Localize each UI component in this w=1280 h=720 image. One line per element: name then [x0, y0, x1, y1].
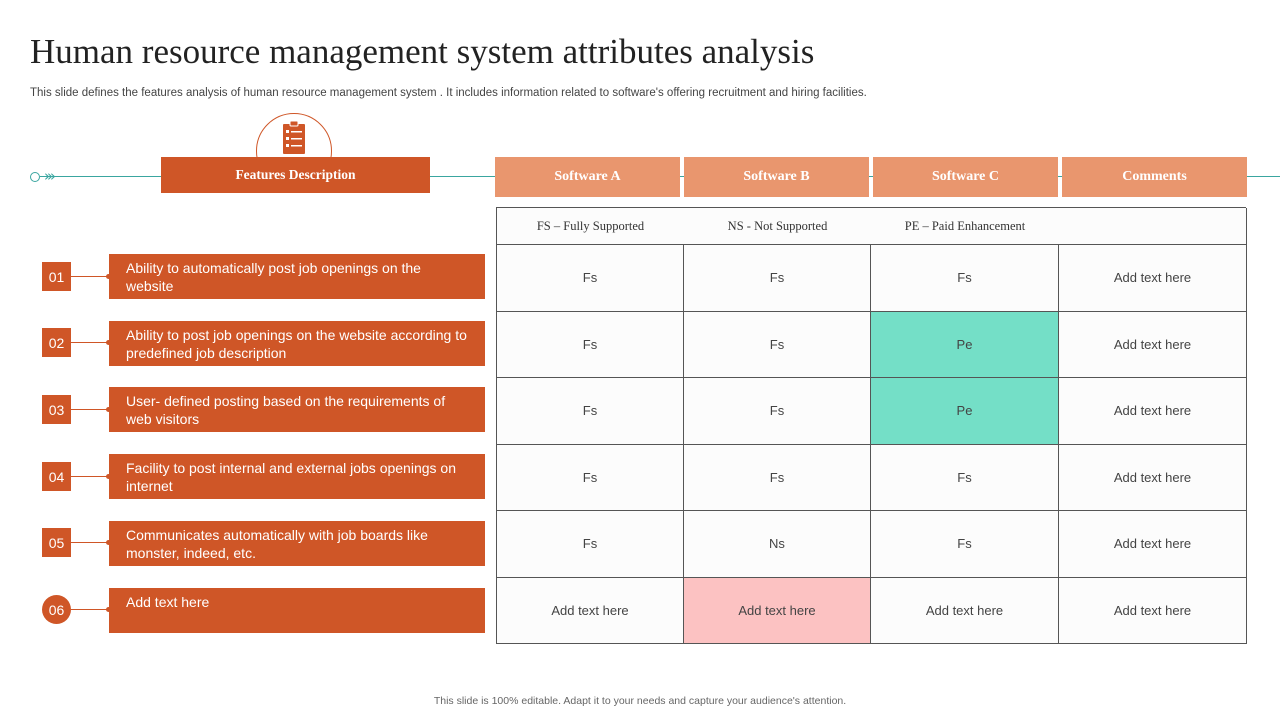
feature-connector: [71, 542, 109, 543]
table-cell: Add text here: [1059, 444, 1247, 511]
feature-connector: [71, 409, 109, 410]
column-header-software-a: Software A: [495, 157, 680, 197]
feature-number-06: 06: [42, 595, 71, 624]
feature-connector: [71, 609, 109, 610]
table-cell: Fs: [684, 378, 871, 445]
feature-connector: [71, 476, 109, 477]
table-cell: Fs: [684, 245, 871, 312]
table-cell: Add text here: [1059, 378, 1247, 445]
legend-empty: [1059, 208, 1247, 245]
table-cell: Fs: [497, 245, 684, 312]
column-header-software-b: Software B: [684, 157, 869, 197]
table-cell: Fs: [871, 444, 1059, 511]
feature-box-03: User- defined posting based on the requi…: [109, 387, 485, 432]
feature-number-04: 04: [42, 462, 71, 491]
feature-connector: [71, 342, 109, 343]
legend-not-supported: NS - Not Supported: [684, 208, 871, 245]
table-cell: Fs: [871, 511, 1059, 578]
feature-box-04: Facility to post internal and external j…: [109, 454, 485, 499]
feature-box-06: Add text here: [109, 588, 485, 633]
table-cell-highlighted: Add text here: [684, 577, 871, 644]
table-cell-paid-enhancement: Pe: [871, 311, 1059, 378]
feature-number-05: 05: [42, 528, 71, 557]
connector-dot-icon: [106, 607, 111, 612]
table-cell: Add text here: [1059, 311, 1247, 378]
table-cell: Add text here: [871, 577, 1059, 644]
timeline-start-circle-icon: [30, 172, 40, 182]
table-cell: Add text here: [1059, 577, 1247, 644]
feature-box-01: Ability to automatically post job openin…: [109, 254, 485, 299]
feature-box-02: Ability to post job openings on the webs…: [109, 321, 485, 366]
legend-fully-supported: FS – Fully Supported: [497, 208, 684, 245]
legend-paid-enhancement: PE – Paid Enhancement: [871, 208, 1059, 245]
table-cell-paid-enhancement: Pe: [871, 378, 1059, 445]
table-cell: Fs: [684, 444, 871, 511]
table-cell: Add text here: [497, 577, 684, 644]
slide-subtitle: This slide defines the features analysis…: [30, 87, 867, 99]
table-cell: Fs: [497, 511, 684, 578]
connector-dot-icon: [106, 274, 111, 279]
feature-number-03: 03: [42, 395, 71, 424]
clipboard-checklist-icon: [283, 121, 305, 154]
triple-chevron-right-icon: ›››: [44, 167, 56, 185]
table-cell: Add text here: [1059, 245, 1247, 312]
feature-box-05: Communicates automatically with job boar…: [109, 521, 485, 566]
connector-dot-icon: [106, 340, 111, 345]
table-cell: Fs: [871, 245, 1059, 312]
table-cell: Fs: [497, 311, 684, 378]
feature-number-02: 02: [42, 328, 71, 357]
table-cell: Add text here: [1059, 511, 1247, 578]
slide-title: Human resource management system attribu…: [30, 32, 815, 71]
table-cell: Fs: [497, 378, 684, 445]
connector-dot-icon: [106, 407, 111, 412]
table-cell: Ns: [684, 511, 871, 578]
table-cell: Fs: [497, 444, 684, 511]
column-header-software-c: Software C: [873, 157, 1058, 197]
features-description-header: Features Description: [161, 157, 430, 193]
connector-dot-icon: [106, 540, 111, 545]
feature-number-01: 01: [42, 262, 71, 291]
column-header-comments: Comments: [1062, 157, 1247, 197]
footer-note: This slide is 100% editable. Adapt it to…: [433, 695, 847, 707]
attributes-table: FS – Fully Supported NS - Not Supported …: [496, 207, 1247, 644]
feature-connector: [71, 276, 109, 277]
connector-dot-icon: [106, 474, 111, 479]
table-cell: Fs: [684, 311, 871, 378]
